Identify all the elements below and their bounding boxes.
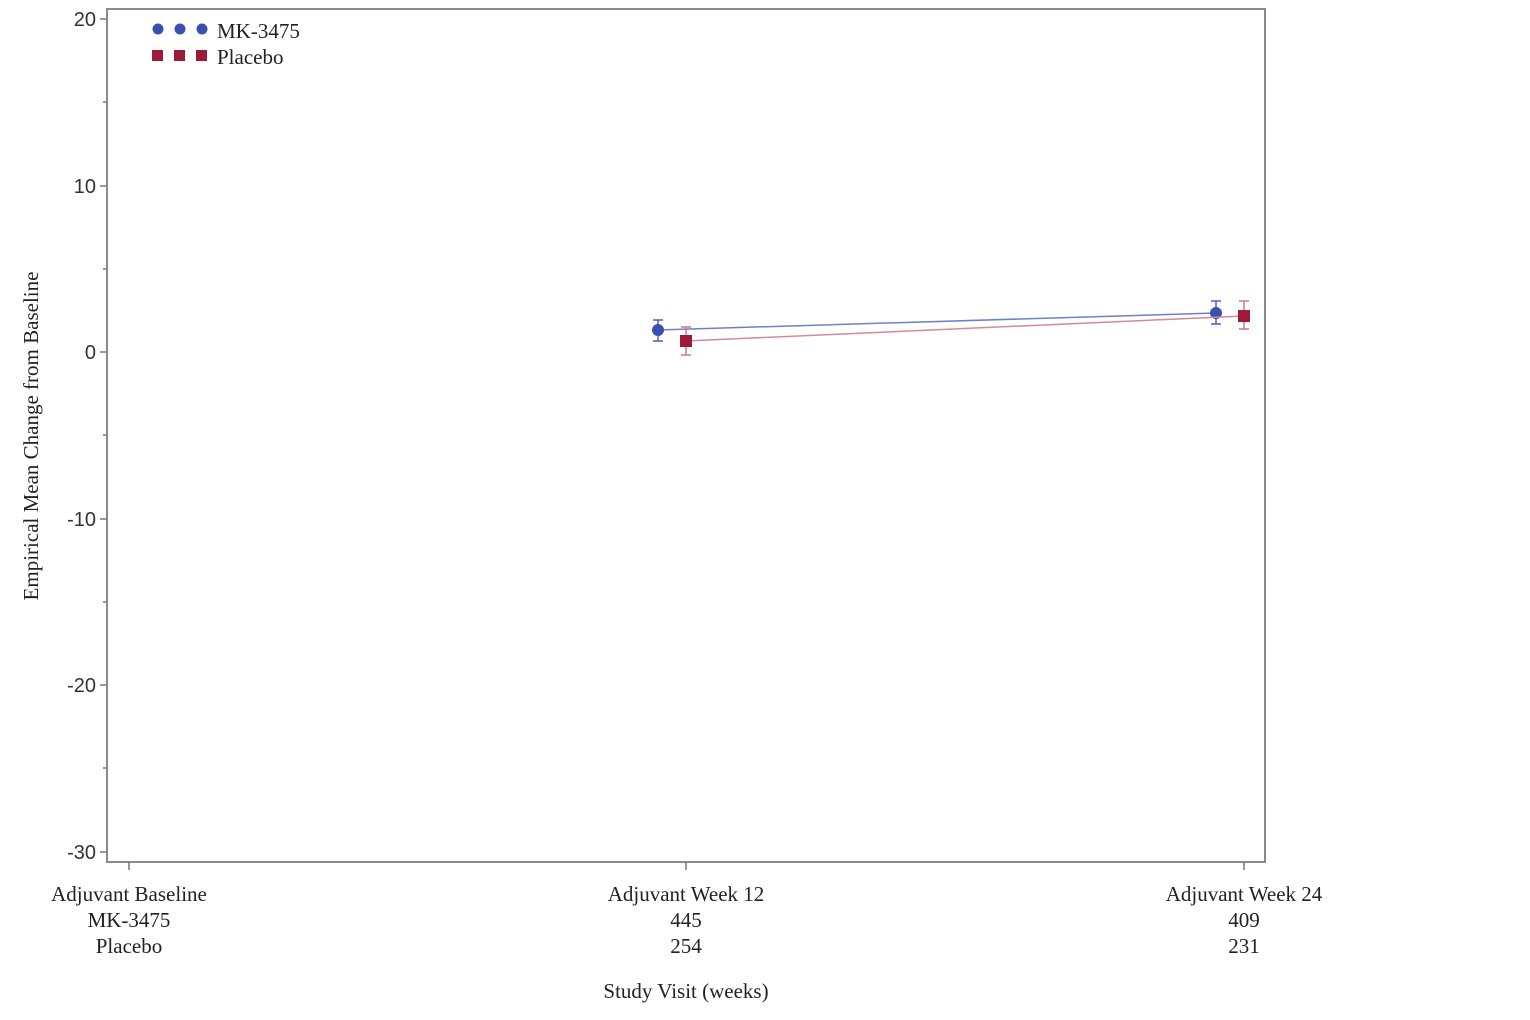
data-point-square (1238, 310, 1250, 322)
placebo-count: 231 (1228, 934, 1260, 958)
x-category-label: Adjuvant Week 12 (608, 882, 765, 906)
row-label-mk3475: MK-3475 (88, 908, 171, 932)
x-axis (128, 862, 1245, 870)
legend-square-icon (152, 50, 163, 61)
y-tick-label: -10 (67, 509, 96, 531)
data-point-square (680, 335, 692, 347)
legend-square-icon (174, 50, 185, 61)
legend-label: MK-3475 (217, 19, 300, 43)
legend-circle-icon (174, 23, 186, 35)
legend-label: Placebo (217, 45, 283, 69)
x-category-label: Adjuvant Week 24 (1166, 882, 1323, 906)
y-tick-label: -20 (67, 675, 96, 697)
y-tick-labels: 20 10 0 -10 -20 -30 (67, 9, 96, 864)
legend-item-placebo: Placebo (152, 45, 283, 69)
y-axis-title: Empirical Mean Change from Baseline (19, 272, 43, 601)
y-tick-label: 0 (85, 342, 96, 364)
x-axis-title: Study Visit (weeks) (603, 979, 768, 1003)
data-point-circle (652, 324, 664, 336)
x-category-label: Adjuvant Baseline (51, 882, 207, 906)
mk3475-count: 445 (670, 908, 702, 932)
plot-area (106, 8, 1266, 863)
y-tick-label: 10 (74, 176, 96, 198)
x-category-labels: Adjuvant Baseline MK-3475 Placebo Adjuva… (51, 882, 1323, 958)
row-label-placebo: Placebo (96, 934, 162, 958)
placebo-count: 254 (670, 934, 702, 958)
mk3475-count: 409 (1228, 908, 1260, 932)
legend: MK-3475 Placebo (152, 19, 300, 69)
legend-circle-icon (152, 23, 164, 35)
series-line (685, 315, 1245, 342)
legend-circle-icon (196, 23, 208, 35)
legend-item-mk3475: MK-3475 (152, 19, 300, 43)
y-tick-label: -30 (67, 842, 96, 864)
series-line (657, 312, 1217, 331)
data-point-circle (1210, 307, 1222, 319)
legend-square-icon (196, 50, 207, 61)
series-placebo (680, 300, 1250, 356)
series-mk3475 (652, 300, 1222, 342)
y-tick-label: 20 (74, 9, 96, 31)
y-axis (100, 18, 107, 853)
